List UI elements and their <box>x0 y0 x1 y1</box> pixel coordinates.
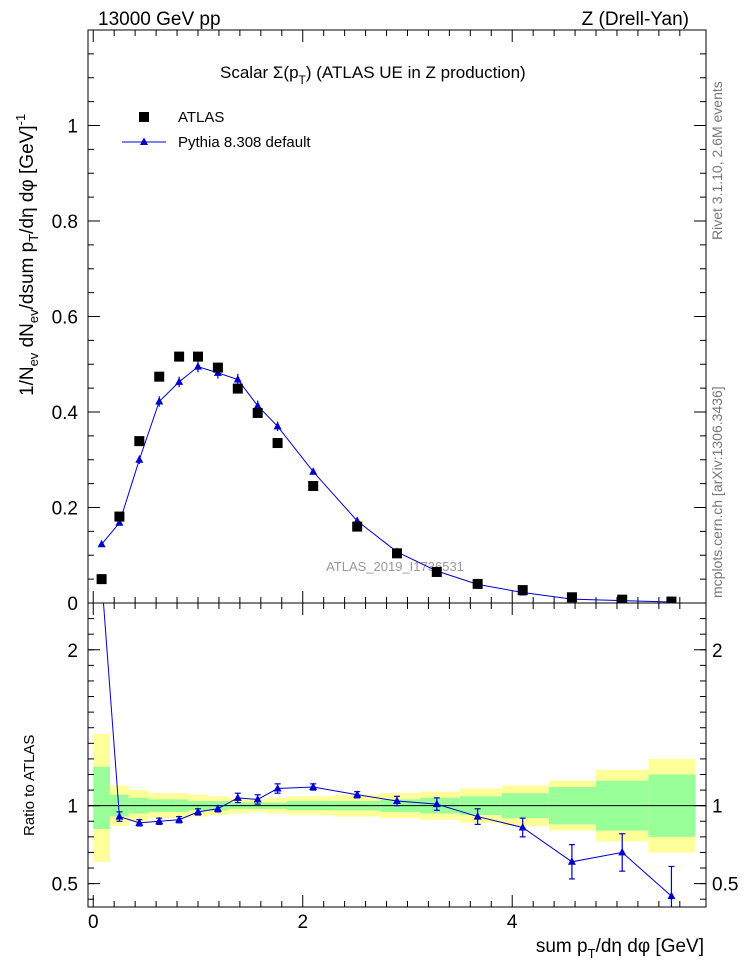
ratio-line <box>102 603 672 897</box>
ratio-band-green <box>93 766 110 830</box>
ratio-point <box>309 782 318 790</box>
legend-atlas-marker <box>139 112 149 122</box>
y-tick-label-bottom: 1 <box>67 797 78 818</box>
bottom-series <box>102 603 676 907</box>
ratio-point <box>233 793 242 801</box>
y-tick-label-bottom: 0.5 <box>52 875 78 896</box>
atlas-point <box>566 592 577 603</box>
pythia-point <box>253 401 262 409</box>
atlas-point <box>617 594 628 603</box>
header-right: Z (Drell-Yan) <box>582 9 689 30</box>
y-tick-label-top: 0 <box>67 594 78 615</box>
ratio-point <box>667 891 676 900</box>
x-axis-label: sum pT/dη dφ [GeV] <box>536 936 704 961</box>
atlas-point <box>174 351 185 362</box>
atlas-point <box>472 578 483 589</box>
ratio-point <box>175 815 184 823</box>
atlas-point <box>308 481 319 492</box>
ratio-point <box>155 816 164 825</box>
ratio-point <box>253 794 262 803</box>
atlas-point <box>154 371 165 382</box>
chart-title: Scalar Σ(pT) (ATLAS UE in Z production) <box>220 63 526 87</box>
ratio-point <box>115 812 124 820</box>
mcplots-label: mcplots.cern.ch [arXiv:1306.3436] <box>709 386 725 598</box>
top-series <box>96 351 677 603</box>
legend-atlas-label: ATLAS <box>178 109 224 126</box>
y-tick-label-top: 0.4 <box>52 403 79 424</box>
y-tick-label-bottom-right: 2 <box>712 641 723 662</box>
atlas-point <box>134 436 145 447</box>
pythia-point <box>97 539 106 548</box>
ratio-bands <box>88 733 706 862</box>
atlas-point <box>392 548 402 559</box>
ratio-point <box>193 807 202 815</box>
analysis-watermark: ATLAS_2019_I1736531 <box>326 559 464 574</box>
ratio-point <box>353 790 362 798</box>
top-axes: 0 0.2 0.4 0.6 0.8 1 <box>52 29 706 615</box>
x-tick-label: 4 <box>507 912 518 933</box>
atlas-point <box>272 438 283 449</box>
ratio-point <box>135 818 144 826</box>
x-tick-label: 0 <box>88 912 99 933</box>
atlas-point <box>232 383 243 394</box>
x-tick-label: 2 <box>297 912 308 933</box>
pythia-point <box>135 455 144 463</box>
y-tick-label-top: 1 <box>67 117 78 138</box>
atlas-point <box>96 574 107 585</box>
y-tick-label-bottom-right: 1 <box>712 797 723 818</box>
pythia-point <box>309 467 318 475</box>
pythia-point <box>273 421 282 430</box>
bottom-panel-frame <box>87 602 707 908</box>
legend: ATLAS Pythia 8.308 default <box>122 109 311 151</box>
legend-pythia-label: Pythia 8.308 default <box>178 134 311 151</box>
atlas-point <box>252 407 263 418</box>
pythia-point <box>193 362 202 370</box>
pythia-point <box>155 396 164 405</box>
y-axis-label-top: 1/Nev dNev/dsum pT/dη dφ [GeV]-1 <box>13 114 41 396</box>
y-tick-label-bottom-right: 0.5 <box>712 875 738 896</box>
atlas-point <box>212 362 223 373</box>
pythia-point <box>233 375 242 383</box>
y-axis-label-bottom: Ratio to ATLAS <box>21 735 38 836</box>
atlas-point <box>431 566 442 577</box>
bottom-axes: 0.5 0.5 1 1 2 2 0 2 4 <box>52 603 738 933</box>
ratio-point <box>393 796 401 804</box>
legend-pythia-marker <box>140 137 148 145</box>
ratio-point <box>618 847 627 856</box>
header-left: 13000 GeV pp <box>98 9 221 30</box>
atlas-point <box>192 351 203 362</box>
atlas-point <box>517 585 528 596</box>
rivet-label: Rivet 3.1.10, 2.6M events <box>709 81 725 240</box>
y-tick-label-top: 0.2 <box>52 499 78 520</box>
ratio-point <box>273 784 282 792</box>
ratio-point <box>518 822 527 831</box>
ratio-point <box>432 799 441 808</box>
atlas-point <box>352 521 363 532</box>
pythia-point <box>175 377 184 385</box>
ratio-point <box>213 804 222 812</box>
y-tick-label-top: 0.6 <box>52 308 78 329</box>
pythia-point <box>115 518 124 526</box>
atlas-point <box>114 511 125 522</box>
ratio-point <box>473 812 482 820</box>
ratio-point <box>567 857 576 865</box>
atlas-point <box>666 596 677 603</box>
y-tick-label-bottom: 2 <box>67 641 78 662</box>
y-tick-label-top: 0.8 <box>52 212 78 233</box>
